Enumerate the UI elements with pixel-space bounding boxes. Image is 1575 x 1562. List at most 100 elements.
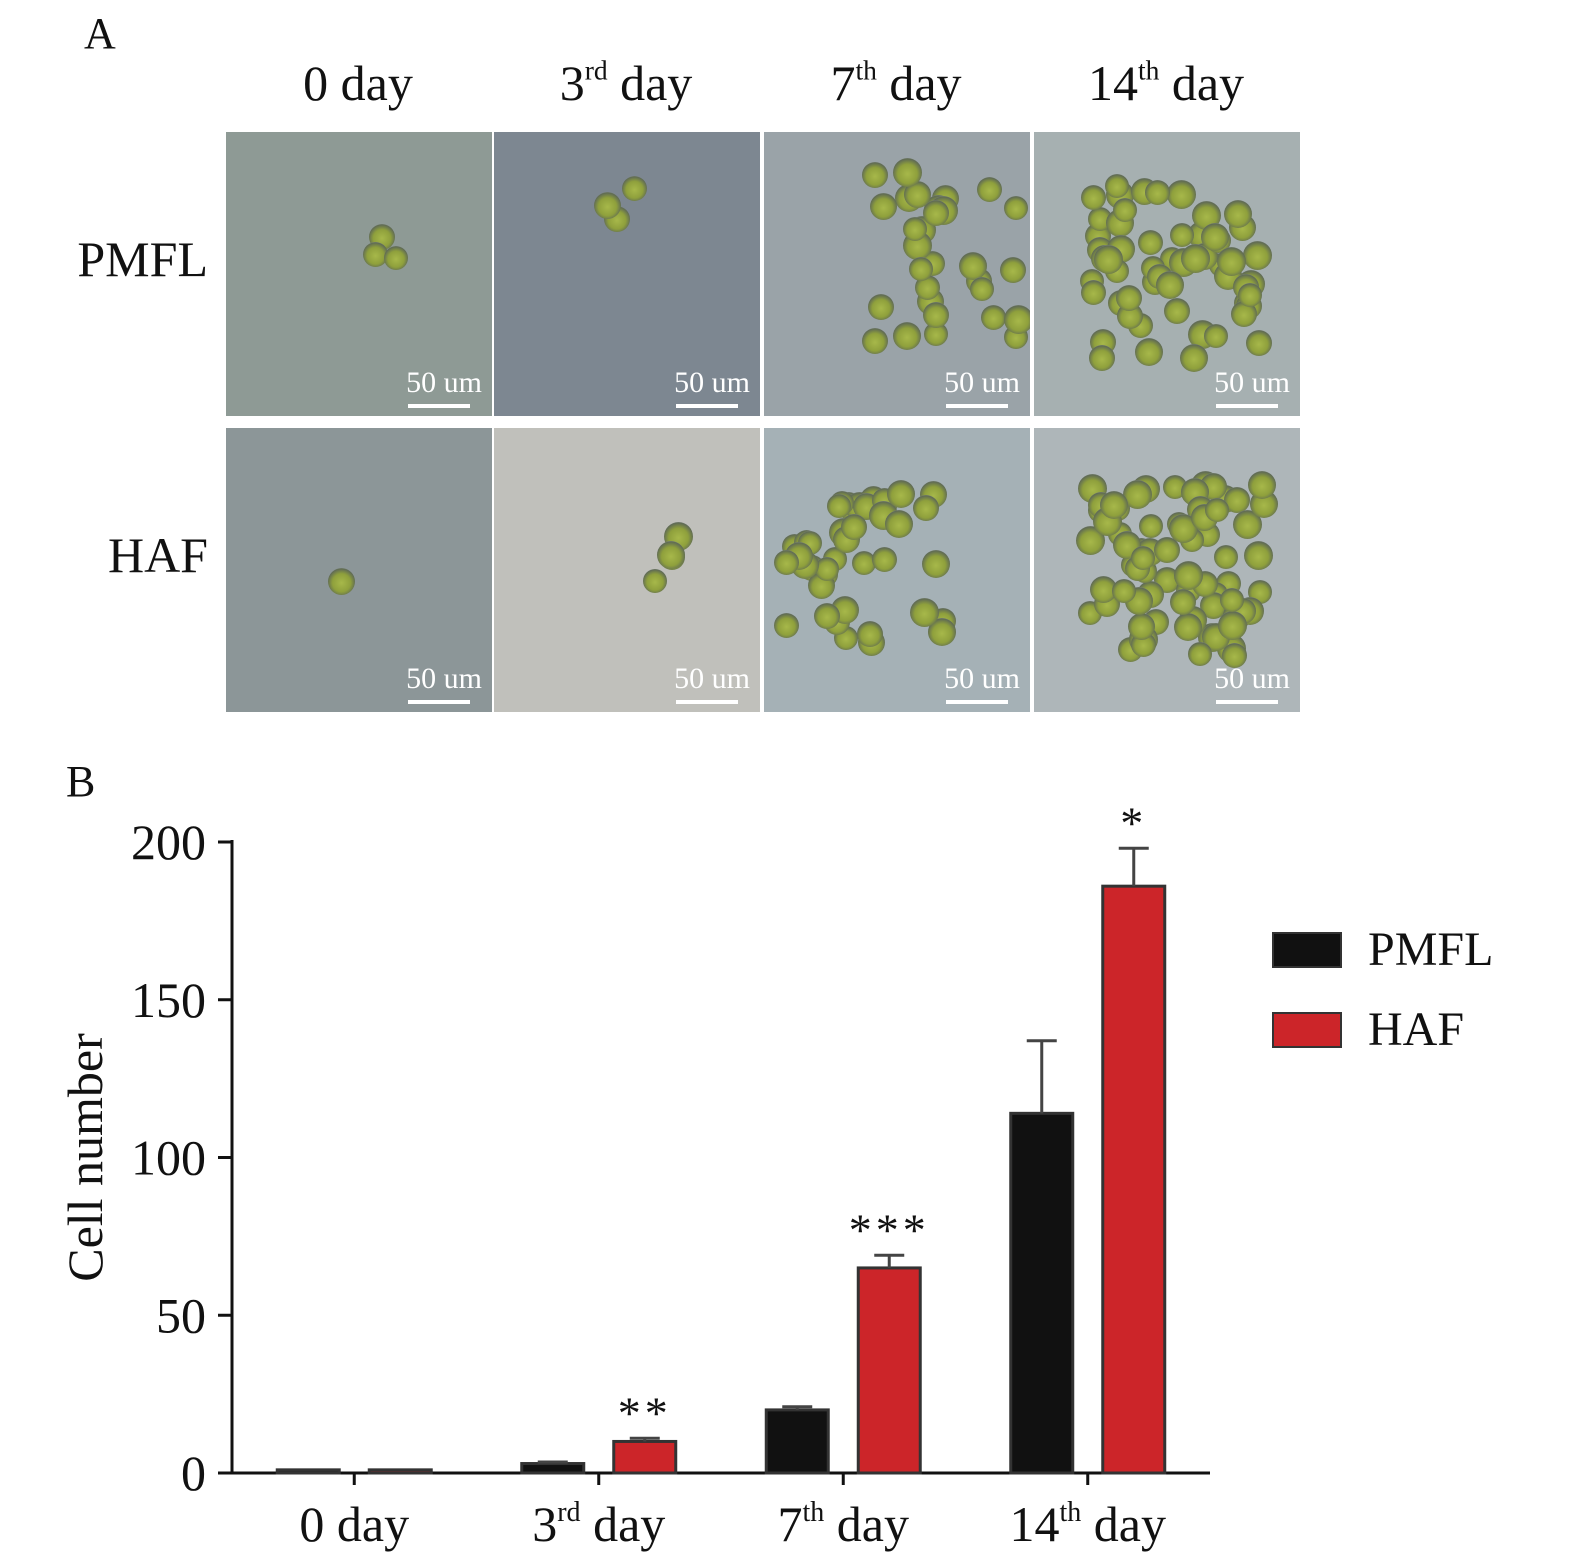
cell: [1237, 282, 1262, 307]
cell: [1104, 174, 1129, 199]
cell: [1004, 196, 1028, 220]
cell: [1130, 545, 1155, 570]
bar-pmfl: [275, 1468, 341, 1475]
cell: [1139, 514, 1164, 539]
cell: [1204, 498, 1229, 523]
bar-haf: [1101, 884, 1167, 1475]
row-label: HAF: [107, 527, 208, 583]
cell: [1214, 545, 1239, 570]
micrograph: 50 um: [226, 132, 492, 416]
column-header-sup: th: [1137, 54, 1160, 86]
column-header: 14th day: [1032, 55, 1300, 111]
x-tick-label: 3rd day: [532, 1496, 665, 1552]
scale-bar: [946, 404, 1008, 408]
cell: [1135, 337, 1164, 366]
cell: [1113, 197, 1138, 222]
bar-haf: [856, 1266, 922, 1475]
column-header-sup: th: [855, 54, 877, 86]
cell: [980, 305, 1006, 331]
scale-bar: [1216, 404, 1278, 408]
cell: [912, 495, 939, 522]
bar-pmfl: [1009, 1111, 1075, 1475]
cell: [656, 540, 685, 569]
cell: [958, 251, 987, 280]
scale-bar-label: 50 um: [1214, 366, 1290, 399]
column-header-rest: day: [876, 55, 962, 111]
cell: [1174, 613, 1203, 642]
cell: [892, 322, 921, 351]
cell: [1170, 223, 1195, 248]
cell: [815, 557, 840, 582]
x-tick-label: 7th day: [778, 1496, 909, 1552]
panel-a-label: A: [84, 9, 116, 58]
column-header-rest: day: [328, 55, 413, 111]
column-header-base: 3: [559, 55, 585, 111]
cell: [1111, 579, 1136, 604]
scale-bar-label: 50 um: [944, 662, 1020, 695]
cell: [1246, 329, 1273, 356]
cell: [1242, 241, 1272, 271]
scale-bar: [946, 700, 1008, 704]
cell: [1163, 297, 1190, 324]
cell: [384, 246, 409, 271]
cell: [363, 242, 389, 268]
y-axis-label: Cell number: [57, 1033, 113, 1282]
cell: [1218, 611, 1248, 641]
micrograph: 50 um: [1034, 132, 1300, 416]
significance-label: **: [618, 1387, 672, 1438]
cell: [976, 177, 1002, 203]
column-header-sup: rd: [584, 54, 608, 86]
scale-bar-label: 50 um: [1214, 662, 1290, 695]
cell: [1243, 541, 1273, 571]
cell: [1156, 271, 1185, 300]
cell: [1219, 587, 1244, 612]
legend-swatch: [1272, 1012, 1342, 1048]
legend-swatch: [1272, 932, 1342, 968]
legend-label: PMFL: [1368, 923, 1494, 976]
scale-bar-label: 50 um: [944, 366, 1020, 399]
significance-label: *: [1120, 797, 1147, 848]
cell: [1217, 246, 1247, 276]
scale-bar: [1216, 700, 1278, 704]
cell: [1144, 179, 1170, 205]
cell: [923, 301, 950, 328]
cell: [1127, 612, 1155, 640]
scale-bar-label: 50 um: [406, 662, 482, 695]
cell: [826, 494, 851, 519]
y-tick-label: 150: [131, 972, 206, 1028]
cell: [970, 276, 995, 301]
scale-bar-label: 50 um: [674, 662, 750, 695]
cell: [868, 293, 895, 320]
x-tick-label: 0 day: [299, 1496, 409, 1552]
column-header-base: 14: [1087, 55, 1138, 111]
cell: [1181, 243, 1211, 273]
y-tick-label: 50: [156, 1287, 206, 1343]
column-header-base: 7: [830, 55, 856, 111]
scale-bar-label: 50 um: [674, 366, 750, 399]
cell: [851, 551, 876, 576]
cell: [1166, 180, 1196, 210]
micrograph: 50 um: [764, 428, 1030, 712]
cell: [814, 603, 841, 629]
cell: [643, 569, 668, 594]
micrograph: 50 um: [764, 132, 1030, 416]
cell: [902, 216, 927, 241]
cell: [1200, 222, 1229, 251]
micrograph: 50 um: [494, 428, 760, 712]
cell: [841, 513, 868, 540]
bar-pmfl: [764, 1408, 830, 1475]
y-tick-label: 200: [131, 814, 206, 870]
column-header-rest: day: [1159, 55, 1245, 111]
micrograph: 50 um: [494, 132, 760, 416]
cell: [884, 510, 913, 539]
significance-label: ***: [849, 1204, 930, 1255]
cell: [872, 547, 898, 573]
cell: [1188, 641, 1213, 666]
cell: [999, 257, 1026, 284]
cell: [923, 200, 950, 227]
cell: [1221, 643, 1247, 669]
cell: [1179, 343, 1208, 372]
y-tick-label: 100: [131, 1130, 206, 1186]
cell: [909, 257, 934, 282]
